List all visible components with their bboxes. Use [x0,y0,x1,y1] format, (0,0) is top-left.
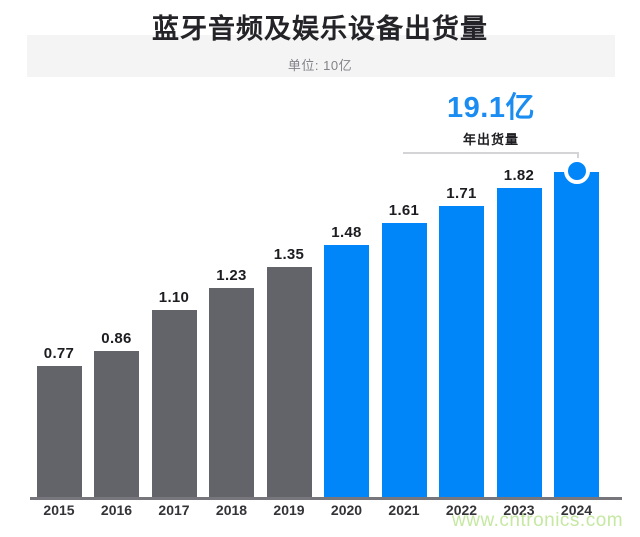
x-axis-tick-2023: 2023 [503,502,535,518]
bar-2024 [554,172,599,497]
annotation-connector-line [403,152,579,154]
x-axis-tick-2017: 2017 [158,502,190,518]
annotation-label: 年出货量 [462,132,519,147]
x-axis-tick-2024: 2024 [560,502,593,518]
highlight-circle-marker [563,158,590,184]
chart-title: 蓝牙音频及娱乐设备出货量 [152,14,488,44]
bar-2020 [324,245,369,497]
bar-value-label-2022: 1.71 [446,185,477,202]
bar-value-label-2018: 1.23 [216,267,247,284]
annotation-value: 19.1亿 [447,92,535,124]
header-band [27,35,615,77]
bar-value-label-2016: 0.86 [101,330,132,347]
bar-value-label-2021: 1.61 [388,202,420,219]
bar-2022 [439,206,484,497]
x-axis-tick-2016: 2016 [100,502,133,518]
bar-value-label-2019: 1.35 [273,246,305,263]
annotation-connector-tick [577,152,579,160]
bar-value-label-2020: 1.48 [331,224,362,241]
bar-2017 [151,310,197,497]
bar-2023 [496,188,542,497]
bar-2019 [266,267,312,497]
annotation-callout: 19.1亿 年出货量 [403,92,579,148]
x-axis-tick-2019: 2019 [273,502,305,518]
x-axis-tick-2015: 2015 [43,502,75,518]
bar-value-label-2023: 1.82 [503,167,535,184]
chart-unit-label: 单位: 10亿 [287,58,353,73]
bar-2021 [381,223,427,497]
watermark-text: www.cntronics.com [452,510,624,531]
x-axis-tick-2020: 2020 [330,502,363,518]
x-axis-line [30,497,622,500]
bar-value-label-2017: 1.10 [158,289,190,306]
x-axis-tick-2021: 2021 [388,502,420,518]
bar-2016 [94,351,139,497]
bar-2018 [209,288,254,497]
x-axis-tick-2018: 2018 [215,502,248,518]
x-axis-tick-2022: 2022 [445,502,478,518]
bar-2015 [36,366,82,497]
bar-value-label-2015: 0.77 [43,345,75,362]
